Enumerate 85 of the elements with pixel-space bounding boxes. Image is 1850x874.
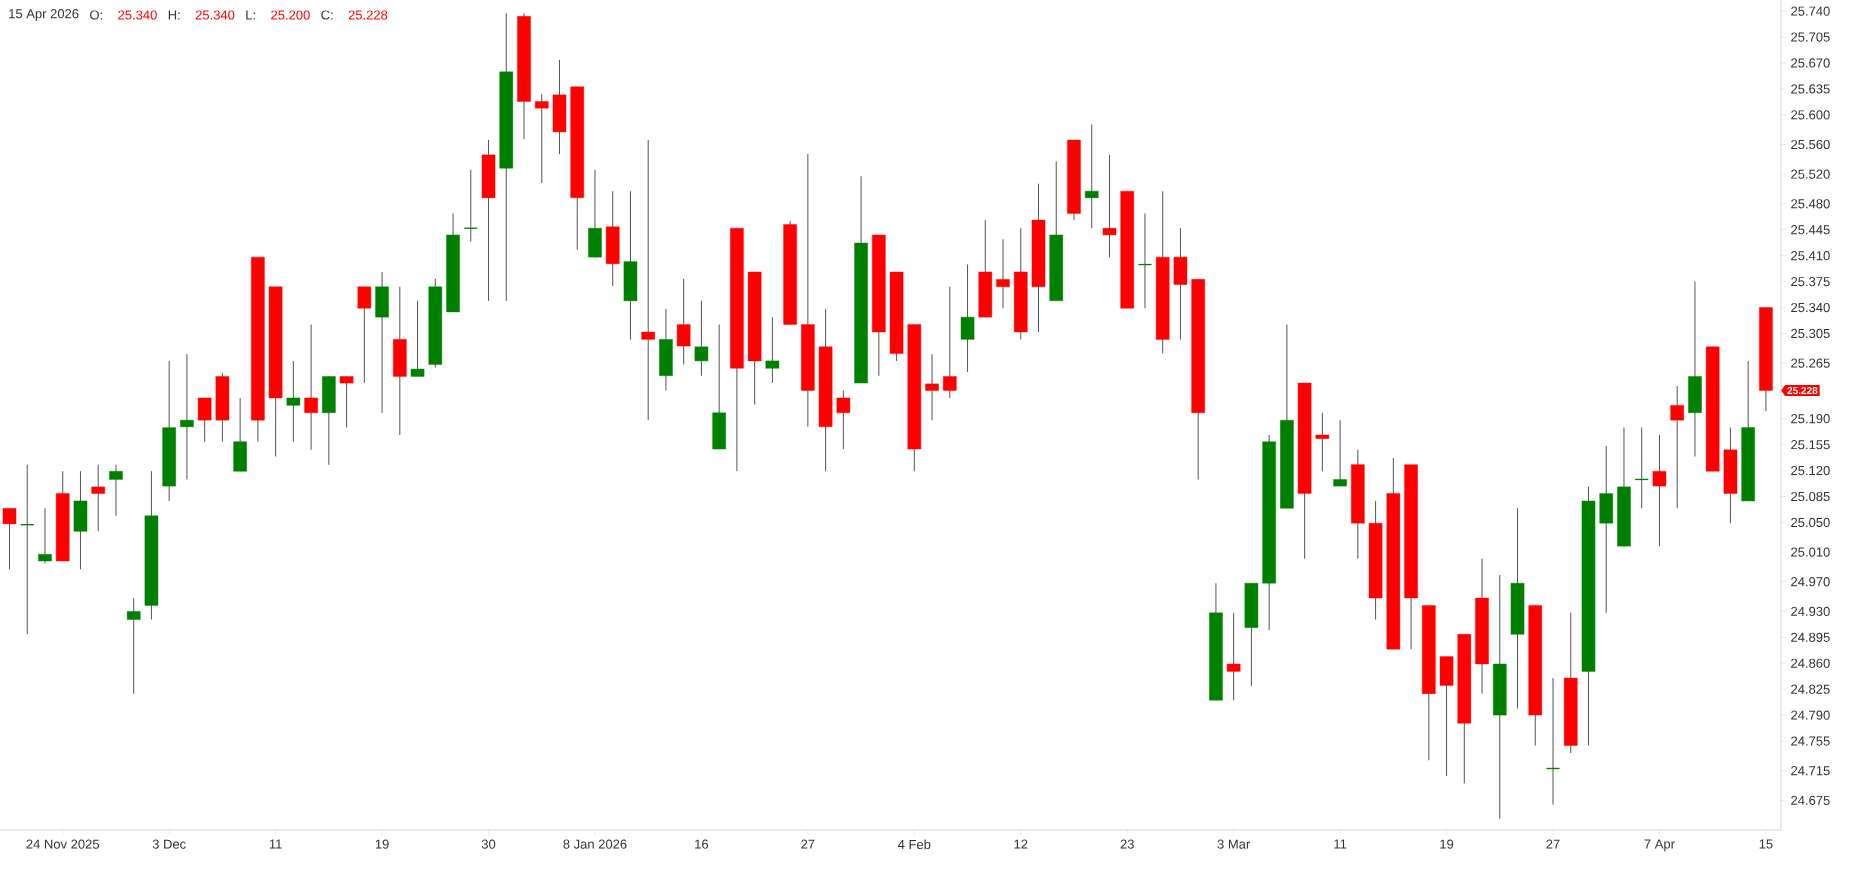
y-tick-label: 25.600	[1791, 110, 1830, 120]
x-tick-label: 19	[375, 839, 389, 849]
candlestick	[534, 93, 549, 184]
candlestick	[339, 375, 354, 429]
y-tick-label: 25.635	[1791, 84, 1830, 94]
y-tick-label: 25.190	[1791, 414, 1830, 424]
candlestick	[2, 507, 17, 570]
y-tick-label: 25.120	[1791, 465, 1830, 476]
y-tick-label: 25.670	[1791, 58, 1830, 68]
candlestick	[38, 507, 52, 564]
x-tick-label: 27	[1546, 839, 1560, 849]
x-tick-label: 23	[1120, 839, 1134, 849]
annotation: 25.228	[348, 10, 388, 20]
text: 15 Apr 2026	[9, 9, 79, 21]
y-tick-label: 25.155	[1791, 440, 1830, 450]
y-tick-label: 24.895	[1791, 632, 1830, 642]
candlestick	[694, 300, 709, 377]
annotation: 25.340	[195, 10, 235, 20]
annotation: C:	[321, 10, 333, 20]
y-tick-label: 25.050	[1791, 517, 1830, 528]
x-tick-label: 30	[481, 839, 496, 849]
y-tick-label: 25.410	[1791, 251, 1830, 261]
annotation: H:	[168, 10, 180, 20]
x-tick-label: 15	[1759, 839, 1773, 849]
candlestick	[676, 278, 691, 366]
candlestick	[197, 397, 212, 443]
candlestick	[996, 238, 1010, 309]
y-tick-label: 24.970	[1791, 577, 1830, 587]
candlestick	[925, 353, 939, 421]
x-tick-label: 16	[695, 839, 709, 849]
candlestick	[836, 390, 851, 450]
candlestick	[304, 324, 318, 451]
x-tick-label: 27	[801, 839, 815, 849]
x-tick-label: 8 Jan 2026	[563, 839, 627, 849]
candlestick	[357, 286, 372, 384]
annotation: 25.340	[118, 10, 157, 20]
candlestick	[943, 286, 957, 399]
candlestick	[1333, 419, 1347, 487]
candlestick	[91, 464, 105, 532]
y-tick-label: 24.790	[1791, 710, 1830, 720]
candlestick	[641, 139, 655, 421]
candlestick	[765, 316, 780, 384]
y-tick-label: 25.560	[1791, 139, 1830, 150]
annotation: L:	[246, 10, 255, 20]
y-tick-label: 25.445	[1791, 225, 1830, 235]
y-tick-label: 24.755	[1791, 736, 1830, 746]
y-tick-label: 24.675	[1791, 795, 1830, 805]
candlestick	[1226, 612, 1241, 701]
candlestick	[1652, 434, 1667, 547]
candlestick	[1670, 385, 1684, 509]
candlestick	[109, 464, 123, 517]
x-tick-label: 3 Mar	[1217, 839, 1251, 849]
candlestick	[960, 264, 975, 373]
y-tick-label: 25.010	[1791, 547, 1830, 557]
x-tick-label: 4 Feb	[897, 839, 931, 850]
y-tick-label: 25.340	[1791, 302, 1830, 313]
candlestick	[286, 360, 301, 443]
candlestick	[410, 300, 425, 377]
y-tick-label: 25.740	[1791, 6, 1830, 16]
x-tick-label: 3 Dec	[152, 839, 186, 849]
x-tick-label: 11	[1334, 839, 1347, 849]
y-tick-label: 25.520	[1791, 169, 1830, 179]
text: 25.228	[1787, 386, 1818, 395]
candlestick	[1315, 412, 1330, 472]
y-tick-label: 25.705	[1791, 32, 1830, 42]
annotation: O:	[90, 10, 102, 20]
x-tick-label: 7 Apr	[1644, 839, 1675, 852]
x-tick-label: 12	[1014, 839, 1028, 849]
y-tick-label: 24.930	[1791, 606, 1830, 616]
y-tick-label: 25.265	[1791, 358, 1830, 368]
y-tick-label: 24.715	[1791, 766, 1830, 776]
x-tick-label: 24 Nov 2025	[26, 839, 100, 849]
y-tick-label: 24.860	[1791, 658, 1830, 668]
x-tick-label: 19	[1440, 839, 1454, 849]
y-tick-label: 24.825	[1791, 684, 1830, 694]
candlestick	[1084, 123, 1099, 229]
candlestick	[180, 353, 194, 480]
y-tick-label: 25.375	[1791, 276, 1830, 287]
x-tick-label: 11	[269, 839, 282, 849]
y-tick-label: 25.305	[1791, 328, 1830, 339]
y-tick-label: 25.085	[1791, 491, 1830, 502]
annotation: 25.200	[271, 10, 310, 20]
y-tick-label: 25.480	[1791, 199, 1830, 209]
candlestick	[126, 597, 141, 695]
candlestick	[1102, 154, 1117, 258]
